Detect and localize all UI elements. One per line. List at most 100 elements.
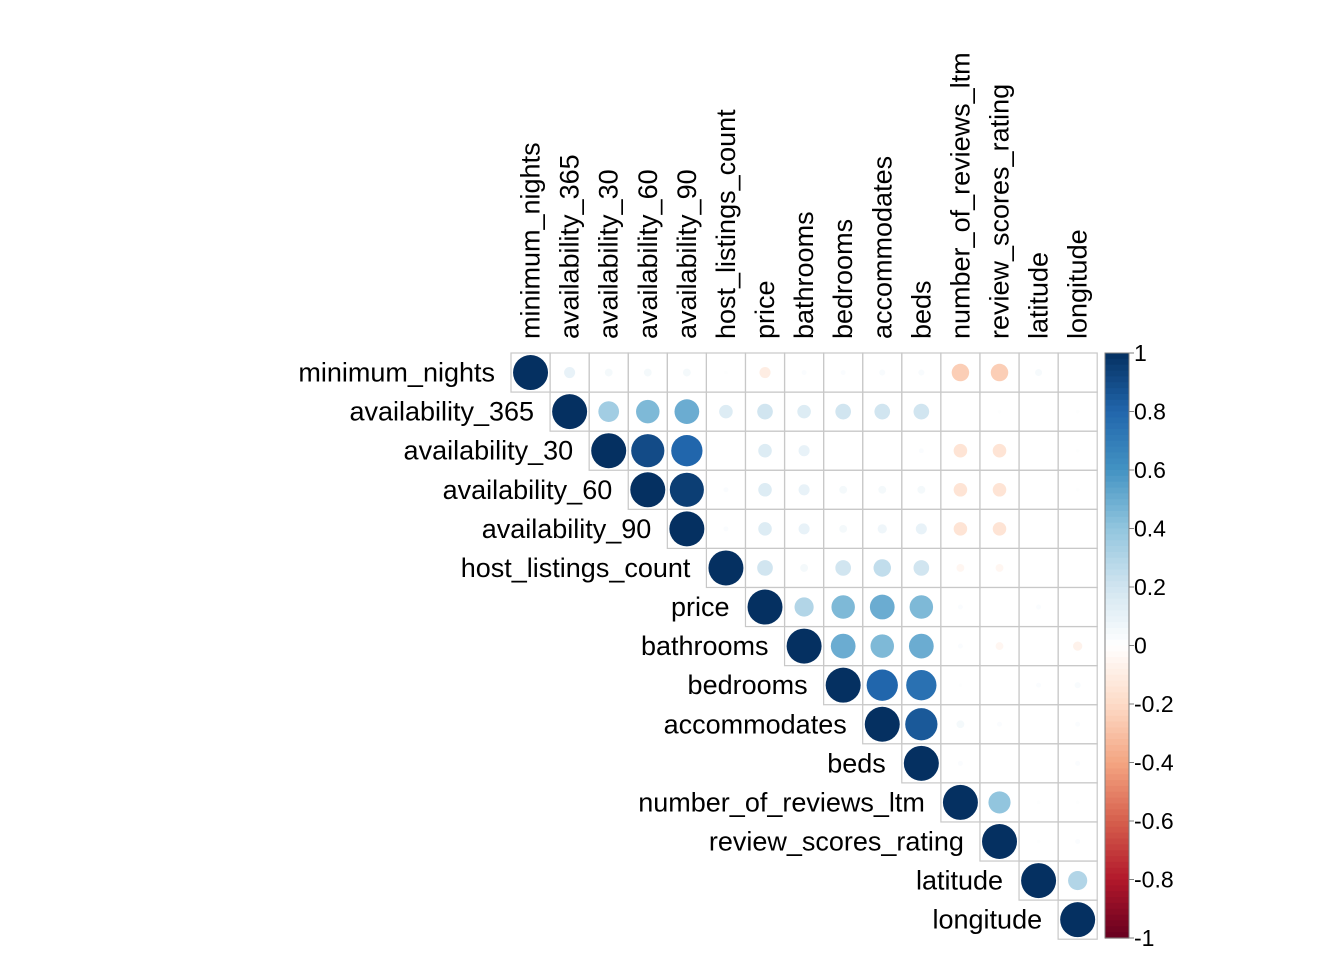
correlation-circle-availability_60-beds xyxy=(917,485,926,494)
correlation-circle-bedrooms-bedrooms xyxy=(825,667,861,703)
row-label: longitude xyxy=(933,905,1043,935)
colorbar-segment xyxy=(1105,727,1129,734)
correlation-circle-price-accommodates xyxy=(869,594,895,620)
colorbar-segment xyxy=(1105,861,1129,869)
colorbar-segment xyxy=(1105,563,1129,571)
correlation-circle-price-bathrooms xyxy=(794,597,814,617)
grid-cell xyxy=(1018,625,1059,667)
grid-cell xyxy=(1018,469,1059,510)
colorbar-segment xyxy=(1105,668,1129,676)
colorbar-segment xyxy=(1105,721,1129,728)
colorbar-segment xyxy=(1105,715,1129,723)
correlation-circle-bedrooms-longitude xyxy=(1074,682,1081,689)
colorbar-segment xyxy=(1105,768,1129,775)
colorbar-segment xyxy=(1105,686,1129,693)
colorbar-segment xyxy=(1105,464,1129,471)
column-label: latitude xyxy=(1024,252,1054,339)
colorbar-segment xyxy=(1105,505,1129,512)
colorbar-segment xyxy=(1105,680,1129,688)
correlation-circle-availability_90-accommodates xyxy=(877,524,887,534)
colorbar-segment xyxy=(1105,651,1129,658)
correlation-circle-availability_30-number_of_reviews_ltm xyxy=(953,443,968,458)
correlation-circle-beds-longitude xyxy=(1075,760,1081,766)
row-label: minimum_nights xyxy=(298,358,495,388)
correlation-circle-availability_30-bathrooms xyxy=(798,445,810,457)
correlation-circle-minimum_nights-availability_365 xyxy=(564,367,576,379)
correlation-circle-availability_90-review_scores_rating xyxy=(992,522,1007,536)
colorbar-tick-label: 0.6 xyxy=(1134,457,1166,483)
grid-cell xyxy=(940,391,981,432)
colorbar-segment xyxy=(1105,353,1129,360)
correlation-circle-availability_365-availability_90 xyxy=(674,399,700,424)
colorbar-tick-label: -0.2 xyxy=(1134,691,1174,717)
grid-cell xyxy=(862,430,903,471)
grid-cell xyxy=(1018,743,1059,784)
colorbar-segment xyxy=(1105,429,1129,436)
colorbar-segment xyxy=(1105,908,1129,916)
colorbar-segment xyxy=(1105,499,1129,506)
colorbar-tick-label: 0.2 xyxy=(1134,574,1166,600)
colorbar-segment xyxy=(1105,791,1129,799)
correlation-circle-bedrooms-latitude xyxy=(1036,682,1042,688)
colorbar-segment xyxy=(1105,785,1129,793)
colorbar-segment xyxy=(1105,487,1129,494)
correlation-circle-availability_90-price xyxy=(758,522,772,536)
correlation-circle-host_listings_count-review_scores_rating xyxy=(995,564,1004,572)
correlation-circle-minimum_nights-price xyxy=(759,367,771,379)
colorbar: 1 0.8 0.6 0.4 0.2 0 -0.2 -0.4 -0.6 -0.8 -1 xyxy=(1104,340,1174,951)
colorbar-segment xyxy=(1105,370,1129,377)
correlation-circle-beds-beds xyxy=(903,745,939,781)
correlation-circle-availability_365-bedrooms xyxy=(835,403,852,420)
grid-cell xyxy=(823,430,864,471)
column-label: beds xyxy=(906,280,936,339)
colorbar-segment xyxy=(1105,411,1129,418)
column-label: availability_365 xyxy=(555,154,585,339)
correlation-circle-review_scores_rating-longitude xyxy=(1075,839,1081,844)
colorbar-segment xyxy=(1105,592,1129,600)
correlation-circle-number_of_reviews_ltm-number_of_reviews_ltm xyxy=(942,784,978,820)
correlation-circle-availability_60-availability_90 xyxy=(669,472,704,507)
correlation-circle-availability_365-longitude xyxy=(1075,409,1080,414)
row-label: review_scores_rating xyxy=(709,827,964,857)
colorbar-segment xyxy=(1105,844,1129,851)
correlation-circle-accommodates-accommodates xyxy=(864,706,900,742)
grid-cell xyxy=(1018,391,1059,432)
correlation-circle-availability_90-number_of_reviews_ltm xyxy=(953,522,968,536)
column-label: accommodates xyxy=(867,156,897,339)
correlation-circle-review_scores_rating-review_scores_rating xyxy=(982,824,1017,859)
colorbar-segment xyxy=(1105,657,1129,664)
column-label: bedrooms xyxy=(828,219,858,339)
colorbar-segment xyxy=(1105,797,1129,805)
colorbar-segment xyxy=(1105,610,1129,617)
correlation-circle-bathrooms-longitude xyxy=(1073,641,1083,651)
correlation-circle-availability_365-beds xyxy=(913,403,930,420)
colorbar-segment xyxy=(1105,399,1129,407)
grid-cell xyxy=(979,586,1020,628)
correlation-circle-accommodates-number_of_reviews_ltm xyxy=(956,720,965,729)
correlation-circle-minimum_nights-availability_60 xyxy=(643,368,652,377)
correlation-circle-beds-number_of_reviews_ltm xyxy=(957,760,963,766)
row-label: beds xyxy=(827,748,886,778)
colorbar-segment xyxy=(1105,698,1129,705)
colorbar-segment xyxy=(1105,803,1129,810)
colorbar-segment xyxy=(1105,616,1129,623)
row-label: availability_60 xyxy=(443,475,613,505)
correlation-circle-minimum_nights-availability_90 xyxy=(682,368,691,377)
colorbar-segment xyxy=(1105,493,1129,500)
colorbar-segment xyxy=(1105,405,1129,413)
correlation-circle-minimum_nights-number_of_reviews_ltm xyxy=(951,363,970,382)
column-label: review_scores_rating xyxy=(985,84,1015,339)
colorbar-segment xyxy=(1105,587,1129,594)
correlation-circle-availability_30-beds xyxy=(918,448,924,454)
correlation-circle-availability_90-bathrooms xyxy=(798,523,810,535)
correlation-circle-bathrooms-bedrooms xyxy=(830,633,856,659)
correlation-circle-accommodates-longitude xyxy=(1075,721,1081,727)
correlation-circle-price-number_of_reviews_ltm xyxy=(957,604,963,610)
row-label: availability_365 xyxy=(349,397,534,427)
colorbar-segment xyxy=(1105,540,1129,547)
correlation-circle-availability_90-bedrooms xyxy=(839,524,848,533)
correlation-circle-host_listings_count-host_listings_count xyxy=(708,550,744,586)
colorbar-segment xyxy=(1105,914,1129,922)
column-labels: minimum_nights availability_365 availabili… xyxy=(516,52,1093,339)
